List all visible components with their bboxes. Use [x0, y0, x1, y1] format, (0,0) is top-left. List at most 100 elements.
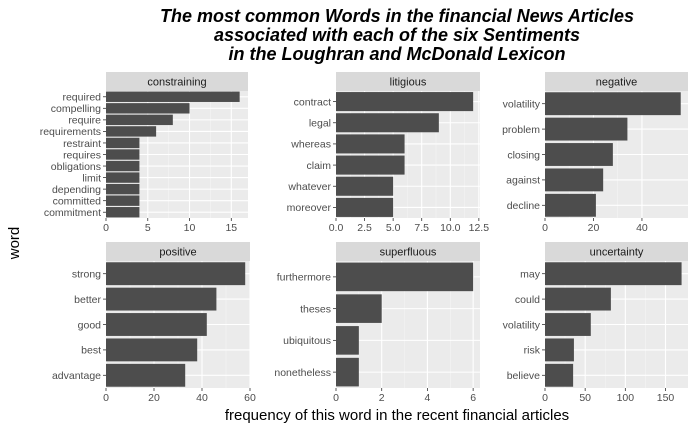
bar-claim [336, 155, 405, 175]
x-tick-label: 40 [196, 392, 208, 404]
bar-committed [106, 195, 140, 206]
bar-theses [336, 294, 382, 323]
bar-nonetheless [336, 357, 359, 387]
bar-volatility [545, 313, 591, 336]
y-tick-label: contract [294, 96, 331, 108]
facet-strip [545, 242, 688, 261]
facet-strip [545, 72, 688, 91]
x-tick-label: 60 [244, 392, 256, 404]
x-tick-label: 40 [636, 222, 648, 234]
bar-requirements [106, 126, 157, 137]
y-tick-label: problem [502, 124, 540, 136]
facet-strip-label: litigious [390, 77, 427, 89]
bar-problem [545, 117, 628, 141]
bar-believe [545, 363, 574, 387]
facet-superfluous: superfluous 0 2 4 6 furthermore theses ubiquito… [274, 242, 480, 404]
y-tick-label: theses [300, 303, 331, 315]
x-tick-label: 100 [617, 392, 635, 404]
x-tick-label: 0 [103, 392, 109, 404]
x-tick-label: 50 [579, 392, 591, 404]
x-tick-label: 20 [148, 392, 160, 404]
y-tick-label: volatility [503, 99, 541, 111]
bar-furthermore [336, 262, 474, 292]
y-tick-label: better [74, 294, 101, 306]
y-tick-label: decline [507, 200, 540, 212]
y-tick-label: obligations [51, 161, 101, 173]
bar-closing [545, 143, 613, 166]
facet-strip [106, 242, 250, 261]
chart-title-line-1: The most common Words in the financial N… [160, 6, 634, 26]
bar-compelling [106, 103, 190, 114]
x-tick-label: 2.5 [357, 222, 372, 234]
y-tick-label: claim [306, 160, 331, 172]
x-tick-label: 0 [542, 222, 548, 234]
x-tick-label: 15 [225, 222, 237, 234]
x-tick-label: 5.0 [386, 222, 401, 234]
bar-risk [545, 338, 574, 362]
y-axis-title: word [6, 227, 23, 261]
bar-may [545, 262, 682, 286]
bar-whatever [336, 176, 394, 196]
y-tick-label: ubiquitous [283, 335, 331, 347]
bar-requires [106, 149, 140, 160]
y-tick-label: required [62, 92, 101, 104]
y-tick-label: restraint [63, 138, 101, 150]
x-tick-label: 12.5 [469, 222, 490, 234]
y-tick-label: legal [309, 118, 331, 130]
bar-require [106, 114, 173, 126]
x-axis-title: frequency of this word in the recent fin… [225, 407, 569, 424]
bar-ubiquitous [336, 326, 359, 355]
y-tick-label: nonetheless [274, 367, 331, 379]
chart-title-line-3: in the Loughran and McDonald Lexicon [228, 44, 565, 64]
x-tick-label: 20 [588, 222, 600, 234]
x-tick-label: 6 [470, 392, 476, 404]
bar-better [106, 287, 217, 311]
bar-required [106, 91, 240, 102]
x-tick-label: 0 [103, 222, 109, 234]
x-tick-label: 0 [333, 392, 339, 404]
bar-commitment [106, 207, 140, 218]
x-tick-label: 0.0 [329, 222, 344, 234]
facet-strip-label: uncertainty [590, 247, 644, 259]
bar-best [106, 338, 198, 362]
bar-could [545, 287, 611, 311]
bar-volatility [545, 92, 681, 116]
chart-title: The most common Words in the financial N… [160, 6, 634, 64]
facet-strip-label: superfluous [380, 247, 437, 259]
y-tick-label: require [68, 115, 101, 127]
y-tick-label: commitment [44, 207, 101, 219]
y-tick-label: committed [53, 195, 102, 207]
y-tick-label: requires [63, 149, 101, 161]
x-tick-label: 7.5 [414, 222, 429, 234]
bar-limit [106, 172, 140, 183]
facet-strip [106, 72, 248, 91]
y-tick-label: may [520, 269, 541, 281]
bar-contract [336, 92, 474, 112]
y-tick-label: risk [524, 345, 541, 357]
y-tick-label: whereas [290, 139, 331, 151]
facet-negative: negative 0 20 40 volatility problem closing aga… [502, 72, 688, 234]
bar-legal [336, 113, 439, 133]
facet-uncertainty: uncertainty 0 50 100 150 may could volatility ri… [503, 242, 688, 404]
facet-strip-label: negative [596, 77, 638, 89]
facet-strip [336, 72, 480, 91]
bar-depending [106, 183, 140, 195]
bar-good [106, 313, 207, 336]
y-tick-label: furthermore [277, 272, 331, 284]
y-tick-label: strong [72, 269, 101, 281]
bar-advantage [106, 363, 186, 387]
x-tick-label: 4 [425, 392, 431, 404]
y-tick-label: volatility [503, 319, 541, 331]
facet-strip [336, 242, 480, 261]
facet-strip-label: positive [159, 247, 196, 259]
x-tick-label: 10 [184, 222, 196, 234]
bar-moreover [336, 197, 394, 217]
x-tick-label: 2 [379, 392, 385, 404]
bar-against [545, 168, 604, 192]
x-tick-label: 10.0 [440, 222, 461, 234]
facet-litigious: litigious 0.0 2.5 5.0 7.5 10.0 12.5 contract leg… [287, 72, 490, 234]
y-tick-label: believe [507, 370, 540, 382]
x-tick-label: 150 [657, 392, 675, 404]
